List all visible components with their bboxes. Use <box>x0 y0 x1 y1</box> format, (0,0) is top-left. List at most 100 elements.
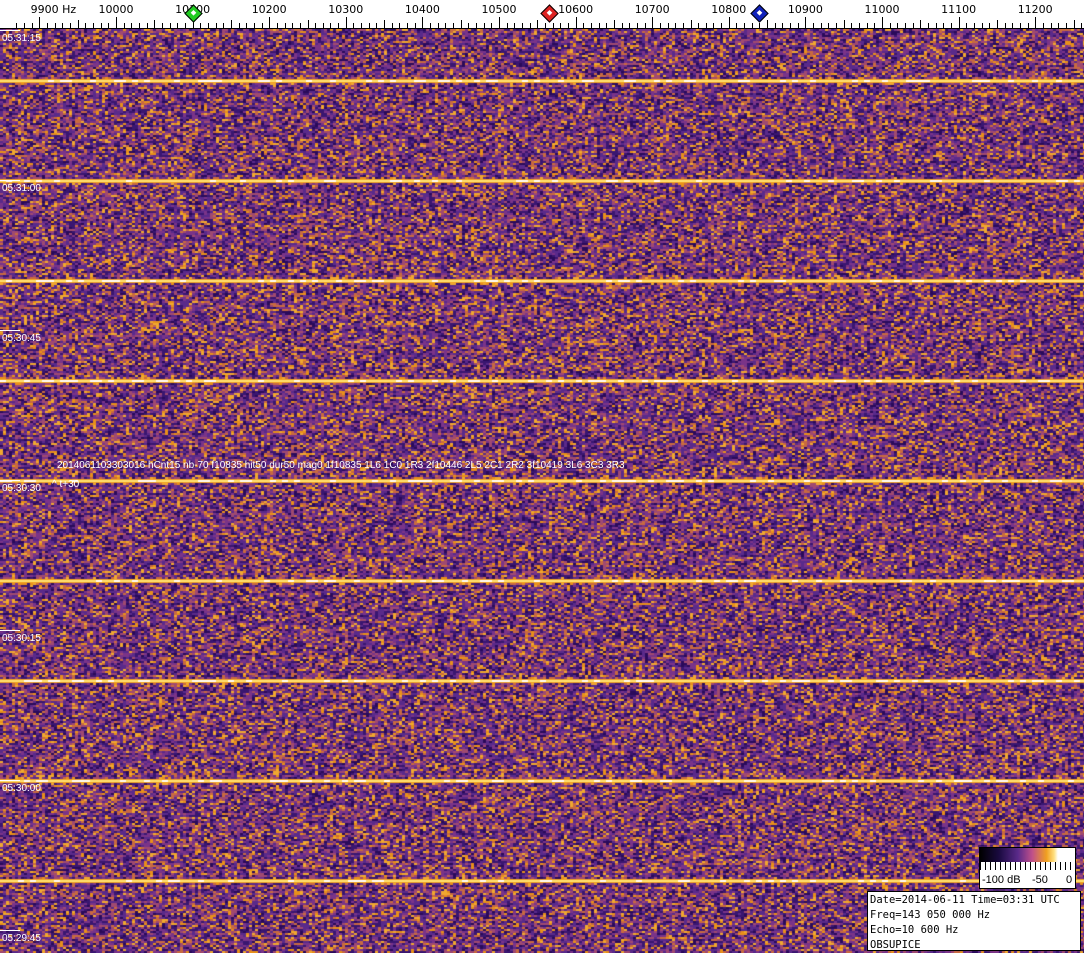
x-tick-label: 11200 <box>1017 3 1053 16</box>
x-minor-tick <box>384 20 385 29</box>
x-minor-tick <box>438 23 439 29</box>
x-minor-tick <box>246 23 247 29</box>
x-minor-tick <box>346 17 347 29</box>
x-minor-tick <box>813 23 814 29</box>
x-minor-tick <box>392 23 393 29</box>
x-minor-tick <box>974 23 975 29</box>
x-minor-tick <box>874 23 875 29</box>
x-minor-tick <box>683 23 684 29</box>
x-minor-tick <box>614 20 615 29</box>
x-minor-tick <box>124 23 125 29</box>
x-minor-tick <box>897 23 898 29</box>
x-minor-tick <box>1005 23 1006 29</box>
x-minor-tick <box>154 20 155 29</box>
x-minor-tick <box>93 23 94 29</box>
x-minor-tick <box>369 23 370 29</box>
info-freq: Freq=143 050 000 Hz <box>870 909 991 921</box>
x-tick-label: 10000 <box>98 3 134 16</box>
x-minor-tick <box>208 23 209 29</box>
x-tick-label: 10800 <box>711 3 747 16</box>
x-tick-label: 11100 <box>941 3 977 16</box>
x-minor-tick <box>1066 23 1067 29</box>
x-minor-tick <box>1012 23 1013 29</box>
x-minor-tick <box>951 23 952 29</box>
x-minor-tick <box>507 23 508 29</box>
x-minor-tick <box>782 23 783 29</box>
info-station: OBSUPICE <box>870 939 921 951</box>
x-minor-tick <box>744 23 745 29</box>
x-minor-tick <box>24 23 25 29</box>
x-minor-tick <box>645 23 646 29</box>
x-minor-tick <box>920 20 921 29</box>
x-minor-tick <box>660 23 661 29</box>
x-minor-tick <box>139 23 140 29</box>
x-minor-tick <box>116 17 117 29</box>
x-minor-tick <box>361 23 362 29</box>
x-minor-tick <box>530 23 531 29</box>
x-minor-tick <box>1028 23 1029 29</box>
x-minor-tick <box>1020 23 1021 29</box>
x-minor-tick <box>514 23 515 29</box>
x-minor-tick <box>767 20 768 29</box>
x-minor-tick <box>668 23 669 29</box>
x-minor-tick <box>537 20 538 29</box>
x-minor-tick <box>606 23 607 29</box>
x-minor-tick <box>553 23 554 29</box>
x-minor-tick <box>461 20 462 29</box>
x-minor-tick <box>851 23 852 29</box>
x-minor-tick <box>32 23 33 29</box>
x-minor-tick <box>545 23 546 29</box>
x-minor-tick <box>867 23 868 29</box>
colorbar: -100 dB -50 0 <box>979 847 1076 889</box>
x-minor-tick <box>285 23 286 29</box>
x-minor-tick <box>353 23 354 29</box>
x-minor-tick <box>292 23 293 29</box>
x-minor-tick <box>713 23 714 29</box>
waterfall-heatmap <box>0 29 1084 953</box>
x-minor-tick <box>262 23 263 29</box>
x-minor-tick <box>859 23 860 29</box>
x-minor-tick <box>131 23 132 29</box>
x-minor-tick <box>652 17 653 29</box>
x-minor-tick <box>62 23 63 29</box>
x-minor-tick <box>805 17 806 29</box>
x-minor-tick <box>936 23 937 29</box>
y-tick-line <box>0 630 20 631</box>
x-minor-tick <box>223 23 224 29</box>
x-minor-tick <box>759 23 760 29</box>
y-tick-line <box>0 30 20 31</box>
x-minor-tick <box>39 17 40 29</box>
x-minor-tick <box>499 17 500 29</box>
x-minor-tick <box>913 23 914 29</box>
x-minor-tick <box>736 23 737 29</box>
x-minor-tick <box>170 23 171 29</box>
x-minor-tick <box>399 23 400 29</box>
x-minor-tick <box>78 20 79 29</box>
x-minor-tick <box>430 23 431 29</box>
x-tick-label: 10700 <box>634 3 670 16</box>
y-tick-label: 05:30:15 <box>2 633 41 644</box>
x-minor-tick <box>376 23 377 29</box>
x-minor-tick <box>239 23 240 29</box>
x-tick-label: 10600 <box>558 3 594 16</box>
y-tick-line <box>0 480 20 481</box>
x-minor-tick <box>576 17 577 29</box>
x-minor-tick <box>55 23 56 29</box>
x-minor-tick <box>162 23 163 29</box>
x-minor-tick <box>330 23 331 29</box>
x-minor-tick <box>675 23 676 29</box>
x-minor-tick <box>583 23 584 29</box>
x-minor-tick <box>185 23 186 29</box>
x-minor-tick <box>1081 23 1082 29</box>
x-minor-tick <box>568 23 569 29</box>
x-minor-tick <box>905 23 906 29</box>
colorbar-gradient <box>980 848 1075 862</box>
frequency-marker[interactable] <box>540 4 559 23</box>
x-minor-tick <box>591 23 592 29</box>
x-tick-label: 11000 <box>864 3 900 16</box>
x-minor-tick <box>323 23 324 29</box>
detection-mark: ^ t+30 <box>52 479 80 490</box>
x-minor-tick <box>193 17 194 29</box>
x-tick-label: 10500 <box>481 3 517 16</box>
x-minor-tick <box>231 20 232 29</box>
